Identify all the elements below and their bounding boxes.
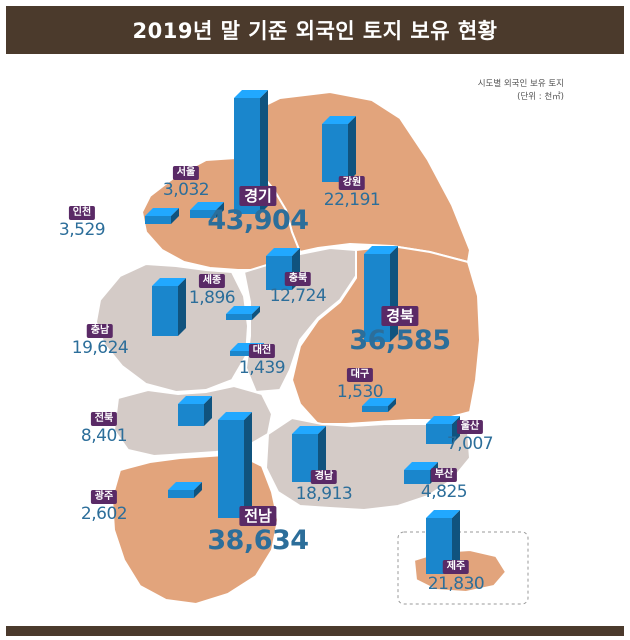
- region-label-sejong: 세종 1,896: [188, 268, 236, 308]
- region-value: 22,191: [323, 190, 381, 210]
- region-label-busan: 부산 4,825: [420, 462, 468, 502]
- bar-sejong: [226, 306, 260, 320]
- region-value: 7,007: [446, 434, 494, 454]
- region-value: 3,529: [58, 220, 106, 240]
- region-value: 38,634: [207, 525, 309, 556]
- region-value: 4,825: [420, 482, 468, 502]
- region-value: 36,585: [349, 325, 451, 356]
- region-name-badge: 울산: [456, 420, 484, 434]
- region-value: 19,624: [71, 338, 129, 358]
- bar-gangwon: [322, 116, 356, 182]
- bar-daegu: [362, 398, 396, 412]
- region-label-jeju: 제주 21,830: [427, 554, 485, 594]
- bar-jeonbuk: [178, 396, 212, 426]
- region-name-badge: 제주: [442, 560, 470, 574]
- region-name-badge: 인천: [68, 206, 96, 220]
- region-label-gwangju: 광주 2,602: [80, 484, 128, 524]
- region-name-badge: 강원: [338, 176, 366, 190]
- bar-gyeonggi: [234, 90, 268, 214]
- region-value: 21,830: [427, 574, 485, 594]
- region-value: 8,401: [80, 426, 128, 446]
- bar-jeju: [426, 510, 460, 574]
- region-label-gyeongnam: 경남 18,913: [295, 464, 353, 504]
- region-name-badge: 전남: [239, 506, 277, 526]
- legend-unit: (단위 : 천㎡): [517, 92, 564, 102]
- region-value: 1,439: [238, 358, 286, 378]
- region-label-gyeongbuk: 경북 36,585: [349, 306, 451, 356]
- region-label-jeonnam: 전남 38,634: [207, 506, 309, 556]
- bottom-bar: [6, 626, 624, 636]
- region-name-badge: 경남: [310, 470, 338, 484]
- region-value: 1,530: [336, 382, 384, 402]
- region-label-chungbuk: 충북 12,724: [269, 266, 327, 306]
- region-value: 2,602: [80, 504, 128, 524]
- region-name-badge: 세종: [198, 274, 226, 288]
- legend: 시도별 외국인 보유 토지 (단위 : 천㎡): [478, 78, 564, 104]
- region-name-badge: 경기: [239, 186, 277, 206]
- bar-incheon: [145, 208, 179, 224]
- region-label-incheon: 인천 3,529: [58, 200, 106, 240]
- region-name-badge: 충북: [284, 272, 312, 286]
- region-name-badge: 전북: [90, 412, 118, 426]
- region-value: 43,904: [207, 205, 309, 236]
- bar-chungnam: [152, 278, 186, 336]
- region-name-badge: 광주: [90, 490, 118, 504]
- region-name-badge: 부산: [430, 468, 458, 482]
- jeju-inset-box: [397, 531, 529, 605]
- region-value: 1,896: [188, 288, 236, 308]
- region-value: 3,032: [162, 180, 210, 200]
- bar-gwangju: [168, 482, 202, 498]
- region-value: 12,724: [269, 286, 327, 306]
- region-label-gangwon: 강원 22,191: [323, 170, 381, 210]
- region-label-daegu: 대구 1,530: [336, 362, 384, 402]
- region-name-badge: 서울: [172, 166, 200, 180]
- region-name-badge: 대구: [346, 368, 374, 382]
- title-bar: 2019년 말 기준 외국인 토지 보유 현황: [6, 6, 624, 54]
- region-label-ulsan: 울산 7,007: [446, 414, 494, 454]
- bar-seoul: [190, 202, 224, 218]
- region-name-badge: 충남: [86, 324, 114, 338]
- region-label-chungnam: 충남 19,624: [71, 318, 129, 358]
- page-title: 2019년 말 기준 외국인 토지 보유 현황: [132, 19, 498, 43]
- region-label-gyeonggi: 경기 43,904: [207, 186, 309, 236]
- bar-jeonnam: [218, 412, 252, 518]
- region-label-jeonbuk: 전북 8,401: [80, 406, 128, 446]
- legend-title: 시도별 외국인 보유 토지: [477, 79, 564, 89]
- region-label-seoul: 서울 3,032: [162, 160, 210, 200]
- region-value: 18,913: [295, 484, 353, 504]
- region-label-daejeon: 대전 1,439: [238, 338, 286, 378]
- region-name-badge: 경북: [381, 306, 419, 326]
- region-name-badge: 대전: [248, 344, 276, 358]
